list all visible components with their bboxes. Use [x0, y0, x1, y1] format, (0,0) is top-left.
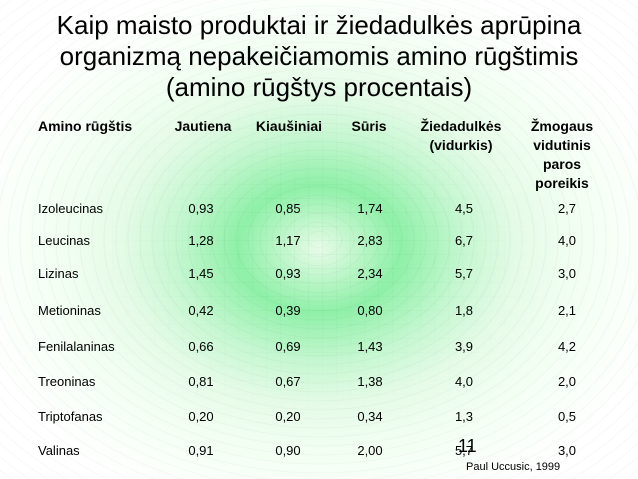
eggs-value: 1,17 [275, 233, 301, 248]
pollen-value: 6,7 [454, 233, 474, 248]
beef-value: 0,93 [188, 201, 214, 216]
daily-need-value: 3,0 [557, 443, 577, 458]
pollen-value: 5,7 [454, 443, 474, 458]
daily-need-value: 2,0 [557, 374, 577, 389]
table-row: Triptofanas 0,20 0,20 0,34 1,3 0,5 [0, 409, 638, 427]
beef-value: 0,81 [188, 374, 214, 389]
cheese-value: 1,43 [357, 339, 383, 354]
title-line-2: organizmą nepakeičiamomis amino rūgštimi… [59, 41, 579, 71]
amino-acid-name: Treoninas [38, 374, 96, 389]
cheese-value: 0,80 [357, 303, 383, 318]
eggs-value: 0,69 [275, 339, 301, 354]
beef-value: 0,42 [188, 303, 214, 318]
pollen-value: 5,7 [454, 266, 474, 281]
table-row: Metioninas 0,42 0,39 0,80 1,8 2,1 [0, 303, 638, 321]
eggs-value: 0,85 [275, 201, 301, 216]
title-line-3: (amino rūgštys procentais) [165, 72, 473, 102]
daily-need-value: 4,0 [557, 233, 577, 248]
header-beef: Jautiena [174, 118, 232, 134]
table-row: Izoleucinas 0,93 0,85 1,74 4,5 2,7 [0, 201, 638, 219]
daily-need-value: 0,5 [557, 409, 577, 424]
beef-value: 1,45 [188, 266, 214, 281]
pollen-value: 1,8 [454, 303, 474, 318]
header-eggs: Kiaušiniai [255, 118, 323, 134]
beef-value: 0,66 [188, 339, 214, 354]
eggs-value: 0,20 [275, 409, 301, 424]
pollen-value: 1,3 [454, 409, 474, 424]
eggs-value: 0,90 [275, 443, 301, 458]
pollen-value: 4,0 [454, 374, 474, 389]
pollen-value: 4,5 [454, 201, 474, 216]
header-human-daily-need: Žmogaus vidutinis paros poreikis [530, 118, 594, 191]
pollen-value: 3,9 [454, 339, 474, 354]
beef-value: 0,20 [188, 409, 214, 424]
title-line-1: Kaip maisto produktai ir žiedadulkės apr… [56, 10, 582, 40]
cheese-value: 2,00 [357, 443, 383, 458]
daily-need-value: 2,1 [557, 303, 577, 318]
cheese-value: 1,38 [357, 374, 383, 389]
amino-acid-name: Metioninas [38, 303, 101, 318]
eggs-value: 0,93 [275, 266, 301, 281]
daily-need-value: 4,2 [557, 339, 577, 354]
cheese-value: 1,74 [357, 201, 383, 216]
beef-value: 0,91 [188, 443, 214, 458]
daily-need-value: 2,7 [557, 201, 577, 216]
header-cheese: Sūris [351, 118, 387, 134]
amino-acid-name: Fenilalaninas [38, 339, 115, 354]
table-row: Fenilalaninas 0,66 0,69 1,43 3,9 4,2 [0, 339, 638, 357]
amino-acid-name: Lizinas [38, 266, 79, 281]
header-pollen: Žiedadulkės (vidurkis) [420, 118, 502, 153]
amino-acid-name: Leucinas [38, 233, 91, 248]
daily-need-value: 3,0 [557, 266, 577, 281]
cheese-value: 2,83 [357, 233, 383, 248]
header-amino-acid: Amino rūgštis [38, 118, 133, 134]
slide-title: Kaip maisto produktai ir žiedadulkės apr… [0, 10, 638, 103]
source-citation: Paul Uccusic, 1999 [466, 461, 561, 473]
beef-value: 1,28 [188, 233, 214, 248]
table-row: Leucinas 1,28 1,17 2,83 6,7 4,0 [0, 233, 638, 251]
cheese-value: 0,34 [357, 409, 383, 424]
cheese-value: 2,34 [357, 266, 383, 281]
table-row: Valinas 0,91 0,90 2,00 5,7 3,0 [0, 443, 638, 461]
table-row: Treoninas 0,81 0,67 1,38 4,0 2,0 [0, 374, 638, 392]
amino-acid-name: Izoleucinas [38, 201, 104, 216]
amino-acid-name: Triptofanas [38, 409, 103, 424]
eggs-value: 0,67 [275, 374, 301, 389]
slide-number: 11 [458, 436, 477, 456]
table-row: Lizinas 1,45 0,93 2,34 5,7 3,0 [0, 266, 638, 284]
eggs-value: 0,39 [275, 303, 301, 318]
amino-acid-name: Valinas [38, 443, 80, 458]
